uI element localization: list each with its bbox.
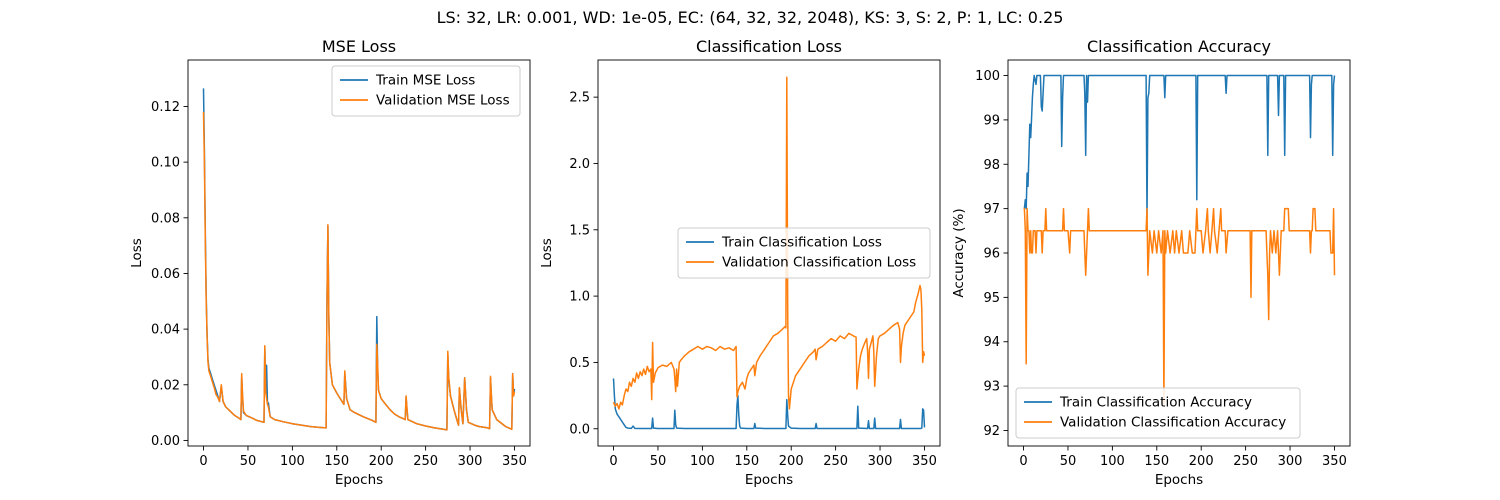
- series-line-1: [612, 378, 926, 430]
- x-tick-label: 0: [199, 454, 207, 469]
- legend-label-2: Validation MSE Loss: [376, 93, 510, 109]
- y-tick-label: 0.00: [151, 434, 180, 449]
- series-line-2: [612, 76, 926, 410]
- y-tick-label: 0.12: [151, 100, 180, 115]
- y-tick-label: 100: [975, 69, 1000, 84]
- legend: Train Classification Loss Validation Clas…: [677, 227, 931, 279]
- legend-label-1: Train MSE Loss: [375, 73, 475, 89]
- subplot-title: Classification Accuracy: [1087, 37, 1271, 56]
- x-tick-label: 100: [1100, 454, 1125, 469]
- x-axis-label: Epochs: [335, 472, 383, 488]
- x-axis-label: Epochs: [745, 472, 793, 488]
- legend: Train Classification Accuracy Validation …: [1015, 387, 1301, 439]
- y-tick-label: 93: [983, 380, 1000, 395]
- y-tick-label: 0.08: [151, 211, 180, 226]
- legend-box: [1015, 387, 1301, 439]
- y-tick-label: 0.02: [151, 378, 180, 393]
- axes-frame: [187, 59, 531, 447]
- x-tick-label: 200: [1189, 454, 1214, 469]
- x-tick-label: 100: [690, 454, 715, 469]
- x-tick-label: 350: [912, 454, 937, 469]
- axes-frame: [597, 59, 941, 447]
- x-tick-label: 0: [1019, 454, 1027, 469]
- series-line-1: [1023, 74, 1336, 219]
- x-tick-label: 300: [1278, 454, 1303, 469]
- x-tick-label: 300: [458, 454, 483, 469]
- y-axis-label: Loss: [539, 238, 555, 268]
- subplot-title: Classification Loss: [696, 37, 842, 56]
- x-tick-label: 50: [1060, 454, 1077, 469]
- x-tick-label: 250: [823, 454, 848, 469]
- x-tick-label: 350: [1322, 454, 1347, 469]
- legend-label-1: Train Classification Loss: [721, 235, 882, 251]
- series-line-2: [1023, 207, 1336, 405]
- legend-box: [677, 227, 931, 279]
- x-tick-label: 200: [779, 454, 804, 469]
- y-tick-label: 98: [983, 158, 1000, 173]
- subplot-3: 0 50 100 150 200 250 300 350 92 93 94 95 96 97 98 99 100…: [951, 37, 1351, 488]
- x-tick-label: 150: [324, 454, 349, 469]
- legend-box: [331, 65, 521, 117]
- figure-suptitle: LS: 32, LR: 0.001, WD: 1e-05, EC: (64, 3…: [437, 8, 1064, 27]
- subplot-1: 0 50 100 150 200 250 300 350 0.00 0.02 0.04 0.06 0.0…: [129, 37, 531, 488]
- series-group: [612, 76, 926, 430]
- x-tick-label: 350: [502, 454, 527, 469]
- y-axis-label: Loss: [129, 238, 145, 268]
- y-tick-label: 0.5: [569, 356, 590, 371]
- x-tick-label: 50: [650, 454, 667, 469]
- legend-label-2: Validation Classification Loss: [722, 255, 916, 271]
- y-tick-label: 0.10: [151, 156, 180, 171]
- x-tick-label: 50: [240, 454, 257, 469]
- x-tick-label: 150: [1144, 454, 1169, 469]
- x-tick-label: 200: [369, 454, 394, 469]
- y-tick-label: 94: [983, 335, 1000, 350]
- y-tick-label: 0.06: [151, 267, 180, 282]
- series-group: [1023, 74, 1336, 405]
- subplot-2: 0 50 100 150 200 250 300 350 0.0 0.5 1.0 1.5 2.0 2.5 C…: [539, 37, 941, 488]
- y-tick-label: 92: [983, 424, 1000, 439]
- series-line-2: [202, 111, 516, 431]
- subplot-title: MSE Loss: [322, 37, 396, 56]
- y-tick-label: 0.04: [151, 323, 180, 338]
- legend: Train MSE Loss Validation MSE Loss: [331, 65, 521, 117]
- y-tick-label: 2.5: [569, 91, 590, 106]
- x-tick-label: 250: [413, 454, 438, 469]
- y-tick-label: 99: [983, 113, 1000, 128]
- legend-label-1: Train Classification Accuracy: [1059, 395, 1252, 411]
- y-tick-label: 1.5: [569, 223, 590, 238]
- y-tick-label: 95: [983, 291, 1000, 306]
- y-tick-label: 97: [983, 202, 1000, 217]
- subplots: 0 50 100 150 200 250 300 3500.000.020.040.060.0…: [129, 37, 1351, 488]
- x-tick-label: 100: [280, 454, 305, 469]
- x-tick-label: 300: [868, 454, 893, 469]
- series-group: [202, 88, 516, 431]
- x-tick-label: 150: [734, 454, 759, 469]
- y-tick-label: 96: [983, 247, 1000, 262]
- y-tick-label: 0.0: [569, 422, 590, 437]
- x-tick-label: 0: [609, 454, 617, 469]
- legend-label-2: Validation Classification Accuracy: [1060, 415, 1286, 431]
- y-axis-label: Accuracy (%): [951, 208, 967, 297]
- x-tick-label: 250: [1233, 454, 1258, 469]
- y-tick-label: 2.0: [569, 157, 590, 172]
- x-axis-label: Epochs: [1155, 472, 1203, 488]
- plot-area: [188, 60, 530, 446]
- y-tick-label: 1.0: [569, 290, 590, 305]
